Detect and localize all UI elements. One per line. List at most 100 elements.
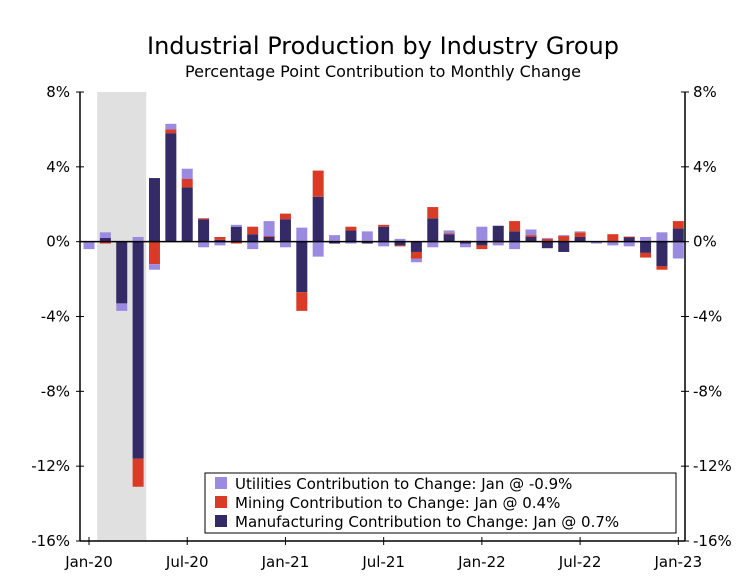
bar-mining bbox=[181, 178, 193, 188]
bar-utilities bbox=[656, 232, 668, 242]
bar-utilities bbox=[132, 236, 144, 242]
bar-utilities bbox=[296, 227, 308, 242]
bar-mining bbox=[623, 236, 635, 238]
bar-manufacturing bbox=[361, 241, 373, 244]
legend-swatch-manufacturing bbox=[215, 515, 227, 527]
y-tick-label-right: -16% bbox=[693, 532, 732, 550]
legend-label-utilities: Utilities Contribution to Change: Jan @ … bbox=[235, 475, 572, 493]
x-tick-label: Jul-22 bbox=[558, 553, 602, 571]
bar-manufacturing bbox=[378, 226, 390, 242]
legend-label-manufacturing: Manufacturing Contribution to Change: Ja… bbox=[235, 513, 619, 531]
bar-manufacturing bbox=[214, 239, 226, 242]
bar-manufacturing bbox=[230, 226, 242, 242]
bar-mining bbox=[541, 238, 553, 242]
y-tick-label-right: -8% bbox=[693, 382, 722, 400]
bar-mining bbox=[148, 241, 160, 265]
bar-utilities bbox=[410, 258, 422, 263]
bar-utilities bbox=[443, 230, 455, 234]
bar-utilities bbox=[509, 241, 521, 250]
bar-manufacturing bbox=[427, 218, 439, 242]
bar-utilities bbox=[345, 241, 357, 244]
bar-utilities bbox=[116, 303, 128, 311]
bar-utilities bbox=[574, 231, 586, 233]
bar-manufacturing bbox=[198, 219, 210, 242]
y-tick-label-left: -4% bbox=[41, 308, 70, 326]
bar-mining bbox=[394, 245, 406, 247]
bar-mining bbox=[198, 218, 210, 220]
legend-swatch-mining bbox=[215, 496, 227, 508]
bar-utilities bbox=[83, 241, 95, 250]
x-tick-label: Jan-23 bbox=[654, 553, 703, 571]
bar-utilities bbox=[247, 241, 259, 250]
bar-utilities bbox=[312, 241, 324, 257]
bar-mining bbox=[427, 207, 439, 219]
bar-manufacturing bbox=[525, 236, 537, 242]
bar-utilities bbox=[361, 231, 373, 241]
bar-utilities bbox=[541, 237, 553, 239]
bar-utilities bbox=[525, 229, 537, 236]
bar-manufacturing bbox=[509, 231, 521, 242]
x-tick-label: Jul-21 bbox=[361, 553, 405, 571]
bar-mining bbox=[263, 236, 275, 237]
bar-manufacturing bbox=[558, 241, 570, 252]
bar-manufacturing bbox=[329, 241, 341, 244]
y-tick-label-right: 0% bbox=[693, 233, 717, 251]
x-tick-label: Jul-20 bbox=[165, 553, 209, 571]
bar-utilities bbox=[623, 241, 635, 247]
bar-mining bbox=[132, 458, 144, 487]
bar-mining bbox=[558, 236, 570, 242]
bar-mining bbox=[607, 234, 619, 242]
y-tick-label-right: -4% bbox=[693, 308, 722, 326]
bar-mining bbox=[410, 251, 422, 259]
bar-manufacturing bbox=[574, 236, 586, 242]
bar-manufacturing bbox=[394, 241, 406, 246]
legend-label-mining: Mining Contribution to Change: Jan @ 0.4… bbox=[235, 494, 560, 512]
y-tick-label-right: -12% bbox=[693, 457, 732, 475]
x-tick-label: Jan-20 bbox=[64, 553, 113, 571]
bar-utilities bbox=[198, 241, 210, 248]
bar-utilities bbox=[394, 238, 406, 242]
bar-utilities bbox=[640, 236, 652, 242]
y-tick-label-left: -12% bbox=[31, 457, 70, 475]
bar-utilities bbox=[672, 241, 684, 259]
bar-utilities bbox=[378, 241, 390, 247]
bar-manufacturing bbox=[460, 241, 472, 244]
bar-mining bbox=[247, 226, 259, 235]
bar-utilities bbox=[165, 123, 177, 130]
y-tick-label-left: 4% bbox=[46, 158, 70, 176]
chart-title: Industrial Production by Industry Group bbox=[147, 32, 619, 60]
y-tick-label-left: -16% bbox=[31, 532, 70, 550]
bar-mining bbox=[640, 252, 652, 258]
bar-manufacturing bbox=[443, 234, 455, 242]
bar-utilities bbox=[558, 235, 570, 237]
y-tick-label-left: 0% bbox=[46, 233, 70, 251]
chart-subtitle: Percentage Point Contribution to Monthly… bbox=[185, 62, 581, 81]
bar-mining bbox=[476, 245, 488, 250]
bar-manufacturing bbox=[116, 241, 128, 304]
y-tick-label-left: -8% bbox=[41, 382, 70, 400]
legend-swatch-utilities bbox=[215, 477, 227, 489]
bar-manufacturing bbox=[181, 187, 193, 242]
bar-manufacturing bbox=[492, 225, 504, 242]
bar-mining bbox=[345, 226, 357, 231]
bar-mining bbox=[509, 221, 521, 232]
bar-manufacturing bbox=[476, 241, 488, 246]
bar-mining bbox=[99, 241, 111, 244]
bar-mining bbox=[279, 213, 291, 220]
bar-utilities bbox=[492, 242, 504, 246]
bar-utilities bbox=[329, 235, 341, 241]
bar-manufacturing bbox=[165, 133, 177, 242]
bar-mining bbox=[214, 236, 226, 240]
bar-manufacturing bbox=[672, 228, 684, 242]
bar-manufacturing bbox=[247, 234, 259, 242]
bar-mining bbox=[230, 241, 242, 244]
bar-mining bbox=[312, 170, 324, 197]
bar-utilities bbox=[427, 241, 439, 248]
bar-manufacturing bbox=[99, 237, 111, 242]
bar-manufacturing bbox=[345, 230, 357, 242]
bar-utilities bbox=[263, 221, 275, 237]
bar-mining bbox=[525, 235, 537, 237]
x-tick-label: Jan-21 bbox=[261, 553, 310, 571]
bar-mining bbox=[378, 224, 390, 227]
bar-manufacturing bbox=[312, 196, 324, 242]
